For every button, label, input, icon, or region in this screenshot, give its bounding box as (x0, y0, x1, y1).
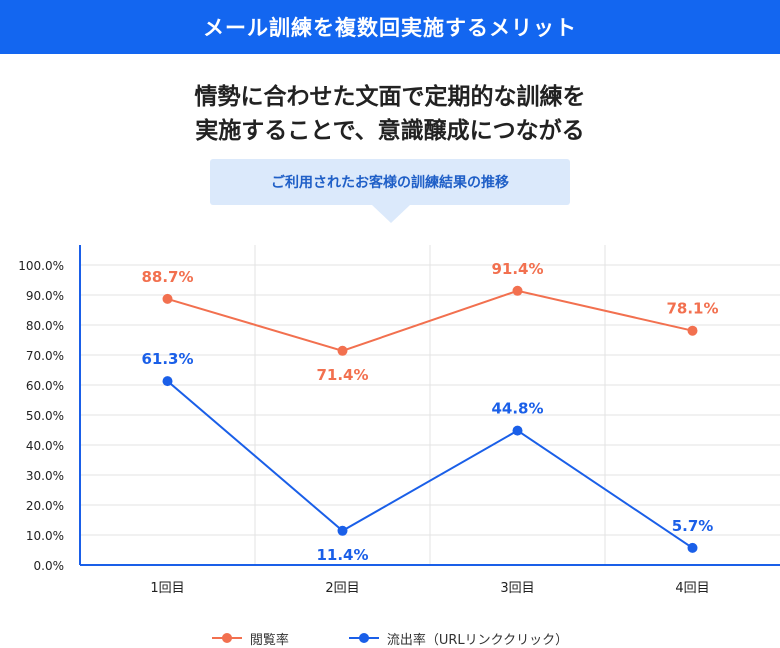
y-tick-label: 0.0% (34, 559, 65, 573)
legend-marker-click-rate (348, 632, 379, 644)
headline-line-1: 情勢に合わせた文面で定期的な訓練を (194, 84, 586, 110)
legend: 閲覧率 流出率（URLリンククリック） (0, 628, 780, 648)
data-label-click-rate: 5.7% (672, 517, 714, 535)
data-label-click-rate: 44.8% (491, 400, 543, 418)
headline-line-2: 実施することで、意識醸成につながる (195, 118, 585, 144)
page-title-banner: メール訓練を複数回実施するメリット (0, 0, 780, 54)
series: 88.7% 71.4% 91.4% 78.1% 61.3% 11.4% 44.8% 5.7% (141, 260, 718, 564)
callout-pointer (372, 205, 410, 223)
legend-dot-open-rate (221, 633, 232, 643)
y-tick-label: 100.0% (18, 259, 64, 273)
data-point-click-rate (162, 376, 173, 387)
callout-text: ご利用されたお客様の訓練結果の推移 (271, 175, 509, 191)
y-tick-label: 60.0% (26, 379, 64, 393)
data-point-open-rate (337, 345, 348, 356)
page-title: メール訓練を複数回実施するメリット (203, 16, 577, 40)
data-label-open-rate: 88.7% (141, 268, 193, 286)
y-tick-label: 30.0% (26, 469, 64, 483)
data-point-open-rate (687, 325, 698, 336)
x-tick-label: 4回目 (675, 581, 709, 596)
x-tick-label: 1回目 (150, 581, 184, 596)
data-label-click-rate: 61.3% (141, 350, 193, 368)
legend-item-click-rate: 流出率（URLリンククリック） (348, 629, 569, 648)
data-label-open-rate: 71.4% (316, 366, 368, 384)
x-tick-label: 2回目 (325, 581, 359, 596)
y-tick-label: 50.0% (26, 409, 64, 423)
y-tick-label: 80.0% (26, 319, 64, 333)
series-line-click-rate (166, 380, 694, 549)
y-tick-label: 90.0% (26, 289, 64, 303)
data-label-click-rate: 11.4% (316, 546, 368, 564)
data-point-open-rate (512, 285, 523, 296)
data-label-open-rate: 78.1% (666, 300, 718, 318)
data-point-open-rate (162, 293, 173, 304)
y-tick-label: 10.0% (26, 529, 64, 543)
data-point-click-rate (512, 425, 523, 436)
legend-dot-click-rate (358, 633, 369, 643)
legend-label-click-rate: 流出率（URLリンククリック） (386, 632, 569, 648)
legend-label-open-rate: 閲覧率 (249, 632, 289, 648)
headline: 情勢に合わせた文面で定期的な訓練を 実施することで、意識醸成につながる (0, 80, 780, 148)
legend-marker-open-rate (211, 632, 242, 644)
axes (79, 245, 780, 566)
x-tick-labels: 1回目 2回目 3回目 4回目 (150, 581, 709, 596)
callout-box: ご利用されたお客様の訓練結果の推移 (210, 159, 570, 205)
series-line-open-rate (167, 289, 693, 352)
y-tick-label: 40.0% (26, 439, 64, 453)
x-tick-label: 3回目 (500, 581, 534, 596)
legend-item-open-rate: 閲覧率 (211, 629, 289, 648)
data-point-click-rate (687, 542, 698, 553)
data-point-click-rate (337, 525, 348, 536)
y-tick-labels: 0.0% 10.0% 20.0% 30.0% 40.0% 50.0% 60.0% 70.0% 8… (18, 259, 64, 573)
y-tick-label: 20.0% (26, 499, 64, 513)
data-label-open-rate: 91.4% (491, 260, 543, 278)
y-tick-label: 70.0% (26, 349, 64, 363)
